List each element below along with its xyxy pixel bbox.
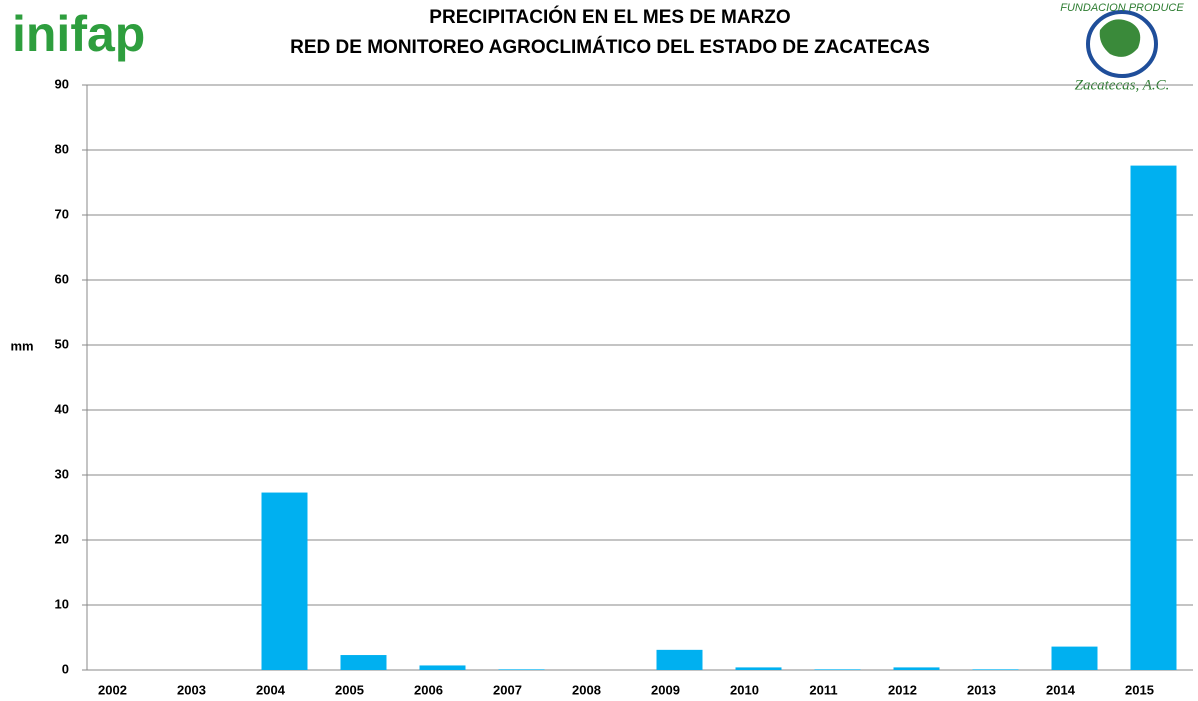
x-tick-label: 2013 xyxy=(967,682,996,697)
bar xyxy=(972,669,1019,670)
chart-subtitle: RED DE MONITOREO AGROCLIMÁTICO DEL ESTAD… xyxy=(290,36,930,58)
x-tick-label: 2012 xyxy=(888,682,917,697)
bar xyxy=(735,667,782,670)
y-tick-label: 90 xyxy=(55,76,69,91)
x-tick-label: 2005 xyxy=(335,682,364,697)
x-tick-label: 2015 xyxy=(1125,682,1154,697)
x-tick-label: 2007 xyxy=(493,682,522,697)
bar xyxy=(893,667,940,670)
x-tick-label: 2002 xyxy=(98,682,127,697)
y-tick-label: 10 xyxy=(55,596,69,611)
y-tick-label: 0 xyxy=(62,661,69,676)
y-tick-label: 80 xyxy=(55,141,69,156)
y-tick-label: 30 xyxy=(55,466,69,481)
y-tick-label: 40 xyxy=(55,401,69,416)
x-tick-label: 2006 xyxy=(414,682,443,697)
y-axis-label: mm xyxy=(10,338,33,353)
bar xyxy=(340,655,387,670)
produce-logo: FUNDACION PRODUCE Zacatecas, A.C. xyxy=(1060,2,1184,94)
y-tick-label: 70 xyxy=(55,206,69,221)
logo-top-text: FUNDACION PRODUCE xyxy=(1060,2,1184,14)
inifap-logo: inifap xyxy=(12,6,145,62)
x-tick-label: 2003 xyxy=(177,682,206,697)
x-tick-label: 2008 xyxy=(572,682,601,697)
x-tick-label: 2009 xyxy=(651,682,680,697)
y-tick-label: 20 xyxy=(55,531,69,546)
logo-map xyxy=(1099,19,1141,57)
bar xyxy=(419,665,466,670)
y-tick-label: 60 xyxy=(55,271,69,286)
chart-title: PRECIPITACIÓN EN EL MES DE MARZO xyxy=(429,6,790,28)
bar xyxy=(814,669,861,670)
logo-ring xyxy=(1086,10,1158,78)
x-tick-label: 2011 xyxy=(809,682,837,697)
bar xyxy=(656,649,703,670)
x-tick-label: 2004 xyxy=(256,682,286,697)
y-tick-label: 50 xyxy=(55,336,69,351)
bar xyxy=(1130,165,1177,670)
x-tick-label: 2014 xyxy=(1046,682,1076,697)
bar xyxy=(498,669,545,670)
x-tick-label: 2010 xyxy=(730,682,759,697)
bar xyxy=(261,492,308,670)
bar xyxy=(1051,646,1098,670)
